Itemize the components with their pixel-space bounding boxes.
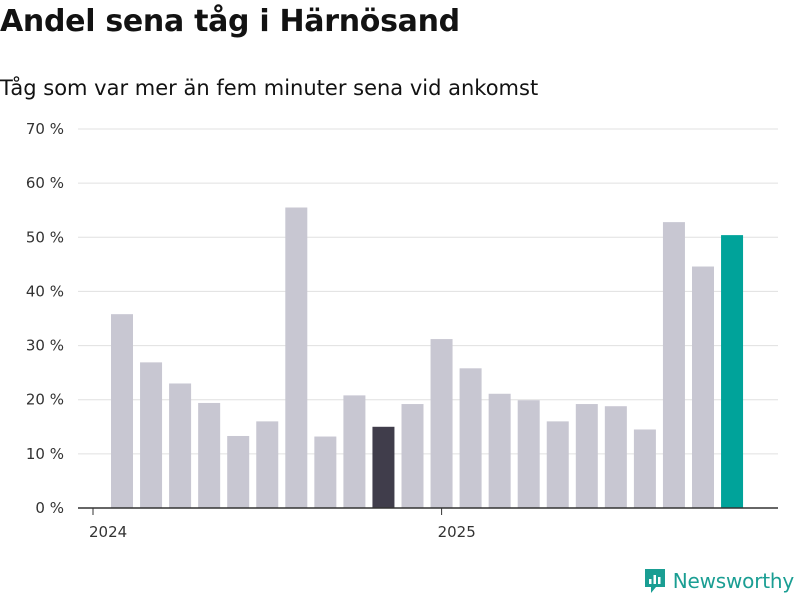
brand-name: Newsworthy [672, 569, 794, 593]
bar [372, 426, 395, 508]
x-tick-label: 2025 [438, 523, 476, 541]
bar [604, 406, 627, 508]
bar [256, 421, 279, 508]
y-tick-label: 50 % [26, 228, 64, 246]
y-tick-label: 30 % [26, 337, 64, 355]
y-tick-label: 20 % [26, 391, 64, 409]
bar [575, 404, 598, 508]
bar [517, 400, 540, 508]
bar [169, 383, 192, 508]
y-tick-label: 40 % [26, 282, 64, 300]
bar [546, 421, 569, 508]
bar [692, 266, 714, 508]
y-tick-label: 10 % [26, 445, 64, 463]
bar [633, 429, 656, 508]
bar [227, 435, 250, 508]
bar-chart: 0 % 10 % 20 % 30 % 40 % 50 % 60 % 70 % 2024 2025 [26, 120, 778, 541]
y-tick-label: 60 % [26, 174, 64, 192]
y-tick-label: 0 % [35, 499, 64, 517]
bar [111, 314, 133, 508]
chart-title: Andel sena tåg i Härnösand [0, 4, 460, 39]
bar [343, 395, 366, 508]
bar [314, 436, 337, 508]
newsworthy-logo-icon [644, 569, 665, 593]
x-tick-label: 2024 [89, 523, 127, 541]
newsworthy-logo: Newsworthy [643, 566, 794, 596]
bar [488, 393, 511, 508]
bar [430, 339, 453, 508]
bar [662, 222, 685, 508]
y-tick-label: 70 % [26, 120, 64, 138]
bar [198, 402, 221, 508]
bar [140, 362, 163, 508]
chart-subtitle: Tåg som var mer än fem minuter sena vid … [0, 76, 539, 100]
bar [285, 207, 308, 508]
bar [401, 404, 424, 508]
bar [459, 368, 482, 508]
bar [721, 235, 744, 508]
